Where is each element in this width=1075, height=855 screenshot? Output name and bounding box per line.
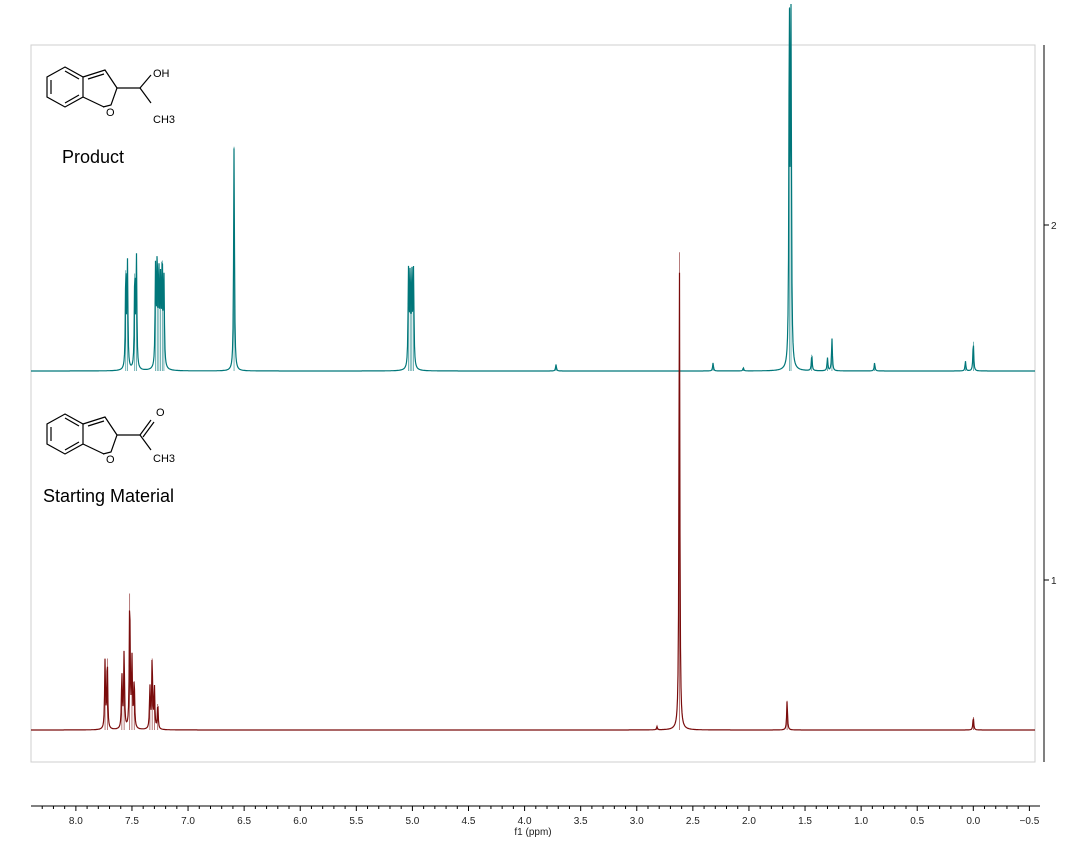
sm-carbonyl-bond-2	[142, 421, 155, 438]
x-tick-label: 3.5	[574, 816, 588, 827]
sm-benzene-inner-bond-2	[64, 417, 80, 427]
y-tick-label: 2	[1051, 221, 1057, 232]
sm-furan-double-bond	[87, 420, 105, 427]
x-tick-label: −0.5	[1020, 816, 1040, 827]
sm-benzene-inner-bond-3	[64, 441, 80, 451]
product-ch3-label: CH3	[153, 114, 175, 126]
x-axis-title: f1 (ppm)	[514, 827, 551, 838]
plot-frame	[30, 44, 1036, 763]
sm-carbonyl-bond	[139, 419, 152, 436]
x-tick-label: 6.5	[237, 816, 251, 827]
x-tick-label: 0.0	[966, 816, 980, 827]
x-tick-label: 5.5	[349, 816, 363, 827]
product-ch3-bond	[139, 87, 152, 104]
sm-ring-o: O	[106, 454, 115, 466]
sm-benzene-ring	[46, 413, 84, 455]
product-furan-double-bond	[87, 73, 105, 80]
x-tick-label: 8.0	[69, 816, 83, 827]
y-tick-label: 1	[1051, 576, 1057, 587]
product-benzene-inner-bond-3	[64, 94, 80, 104]
x-tick-label: 4.5	[462, 816, 476, 827]
x-tick-label: 2.5	[686, 816, 700, 827]
product-oh-bond	[139, 74, 152, 89]
spectra-layer	[31, 3, 1035, 731]
product-ring-o: O	[106, 107, 115, 119]
product-structure: O OH CH3	[46, 66, 175, 126]
y-axis-ticks: 21	[1044, 221, 1057, 587]
sm-ch3-bond	[139, 434, 152, 451]
x-tick-label: 0.5	[910, 816, 924, 827]
spectrum-trace-product	[31, 3, 1035, 372]
x-tick-label: 5.0	[405, 816, 419, 827]
product-label: Product	[62, 147, 124, 167]
x-axis-ticks: 8.0 7.5 7.0 6.5 6.0 5.5 5.0 4.5 4.0 3.5 3.0 2.5 2.0 1…	[41, 806, 1040, 827]
sm-ch3-label: CH3	[153, 453, 175, 465]
starting-material-label: Starting Material	[43, 486, 174, 506]
x-tick-label: 2.0	[742, 816, 756, 827]
spectrum-trace-starting-material	[31, 272, 1035, 731]
product-benzene-inner-bond-2	[64, 70, 80, 80]
sm-furan-o-bond	[82, 443, 105, 455]
x-tick-label: 1.0	[854, 816, 868, 827]
x-tick-label: 7.0	[181, 816, 195, 827]
starting-material-structure: O O CH3	[46, 407, 175, 466]
x-tick-label: 3.0	[630, 816, 644, 827]
x-tick-label: 6.0	[293, 816, 307, 827]
x-tick-label: 1.5	[798, 816, 812, 827]
sm-carbonyl-o-label: O	[156, 407, 165, 419]
product-benzene-ring	[46, 66, 84, 108]
product-oh-label: OH	[153, 68, 170, 80]
x-tick-label: 4.0	[518, 816, 532, 827]
product-furan-o-bond	[82, 96, 105, 108]
x-tick-label: 7.5	[125, 816, 139, 827]
